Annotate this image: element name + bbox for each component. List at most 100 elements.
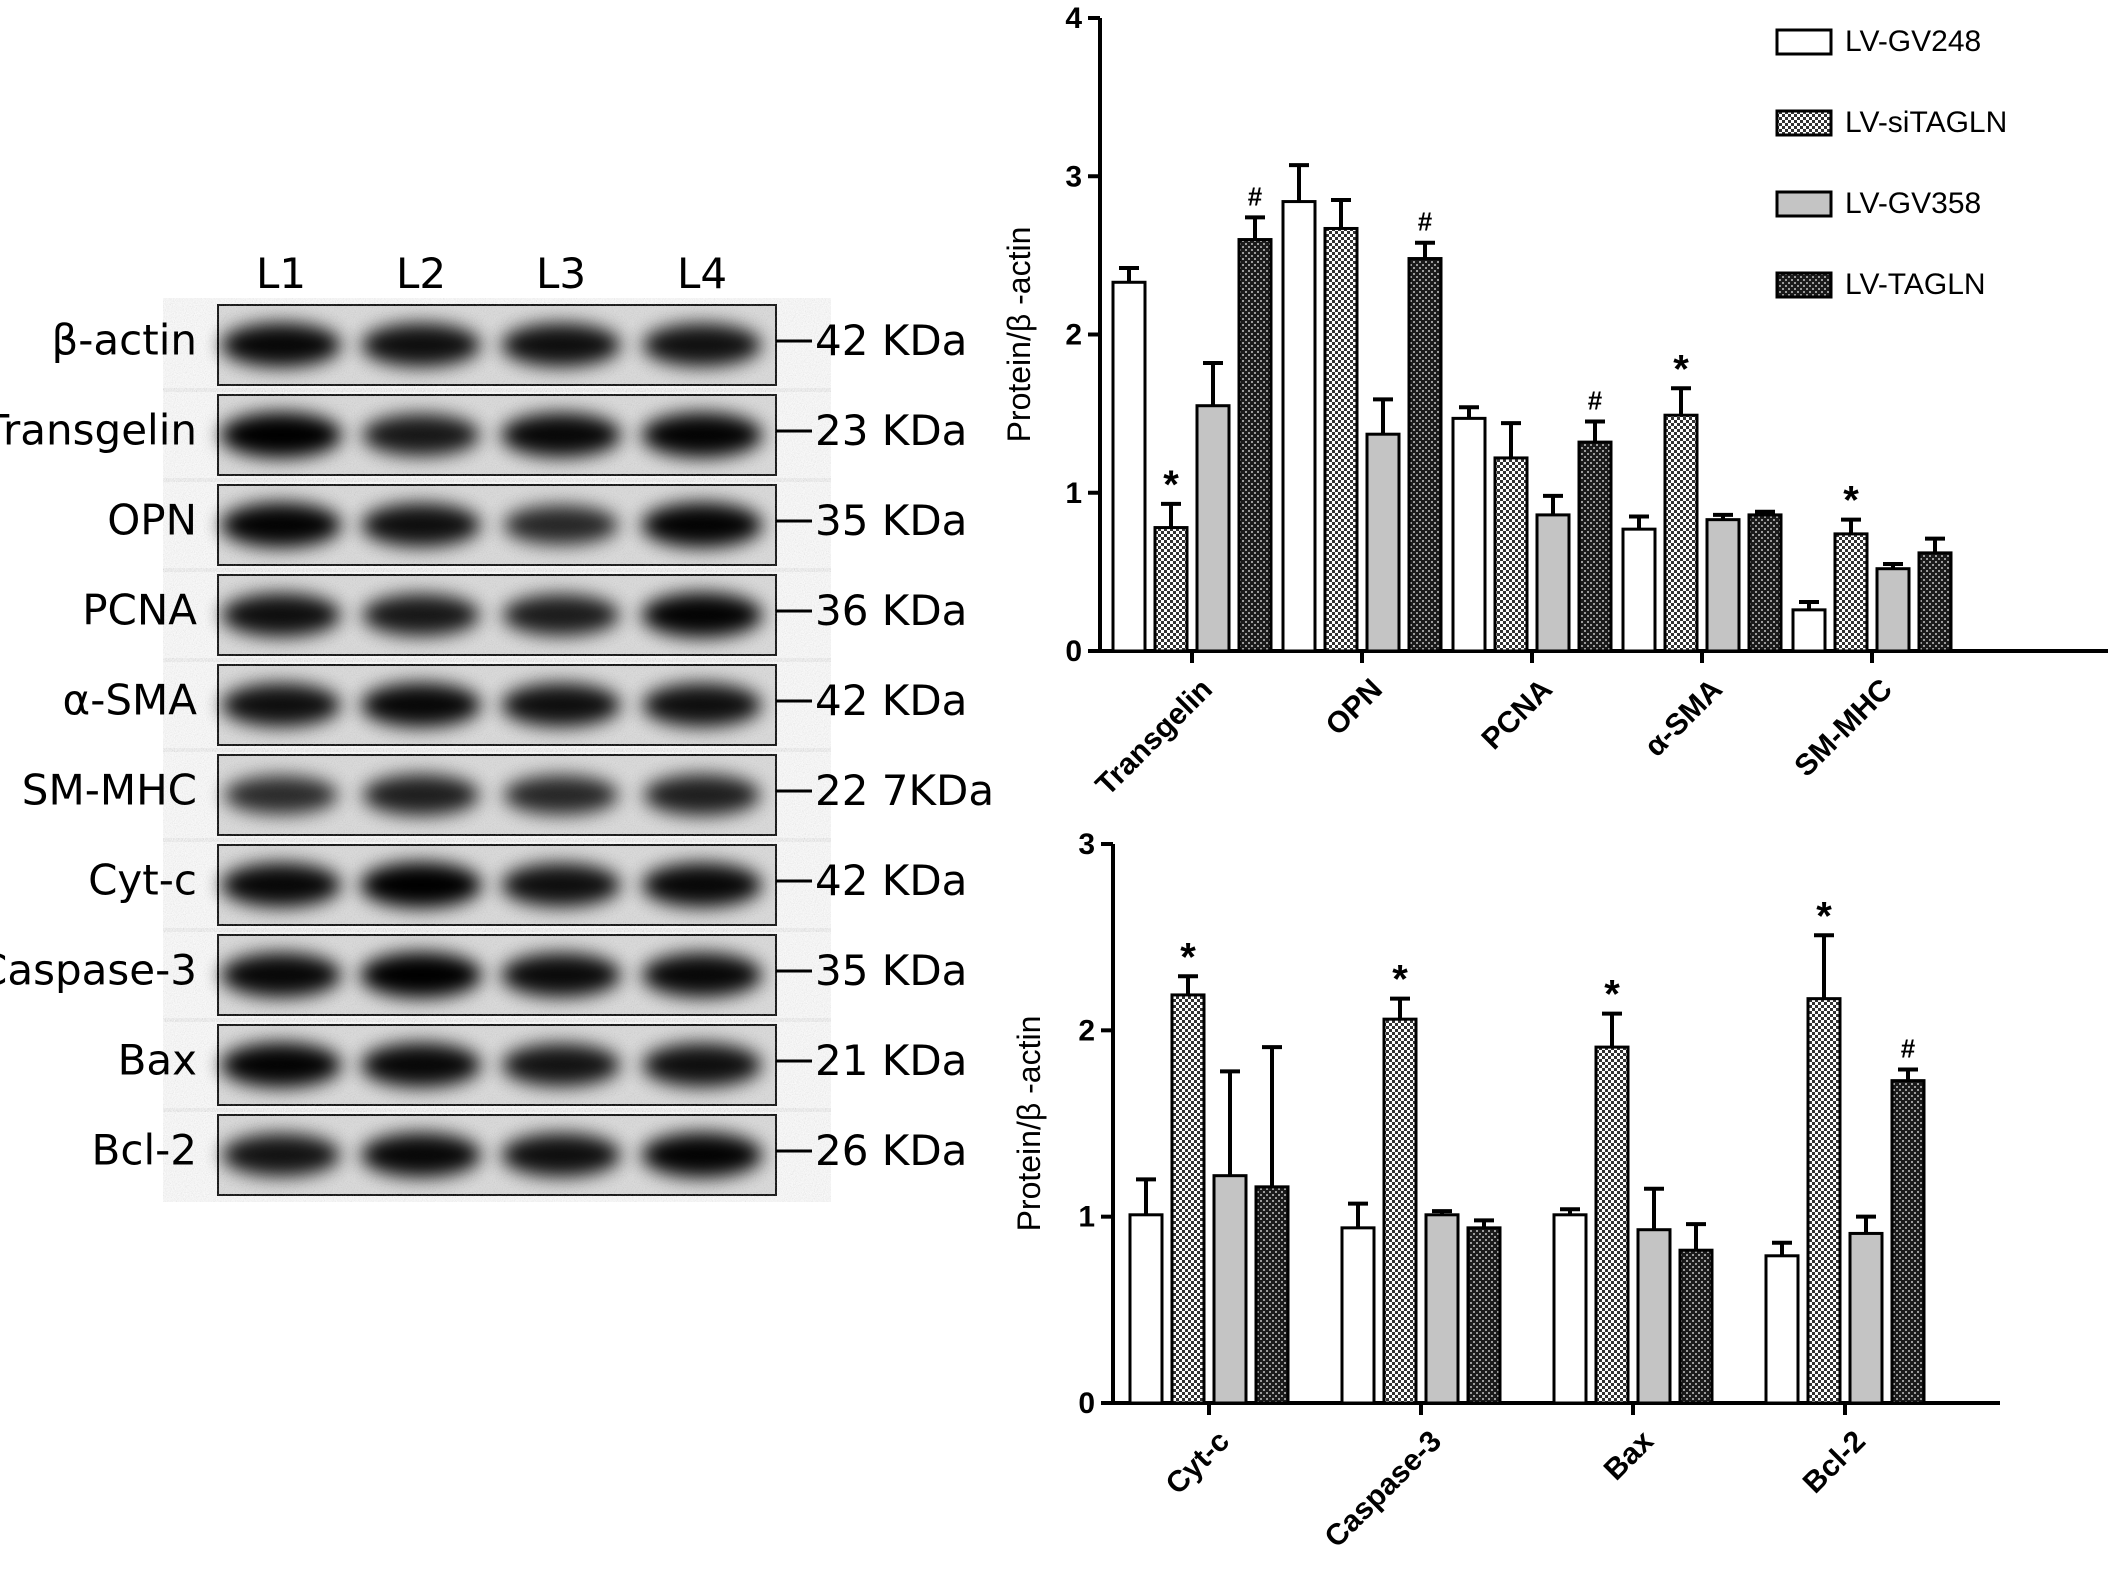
bar <box>1128 1213 1164 1405</box>
blot-band <box>642 323 762 367</box>
bar <box>1747 513 1783 653</box>
y-axis-label: Protein/β -actin <box>1001 227 1037 443</box>
bar <box>1340 1226 1376 1405</box>
blot-band <box>501 323 621 367</box>
blot-band <box>362 594 480 636</box>
blot-band <box>221 593 341 637</box>
bar <box>1407 257 1443 653</box>
blot-band <box>501 952 621 998</box>
blot-row-2: OPN 35 KDa <box>107 484 967 566</box>
legend-swatch <box>1775 109 1833 137</box>
x-tick-label: Bcl-2 <box>1797 1425 1872 1500</box>
size-label: 42 KDa <box>815 856 967 905</box>
x-tick-label: Caspase-3 <box>1318 1425 1447 1554</box>
size-label: 21 KDa <box>815 1036 967 1085</box>
legend-swatch <box>1775 28 1833 56</box>
y-tick-label: 0 <box>1078 1387 1095 1420</box>
bar <box>1875 567 1911 653</box>
blot-row-1: Transgelin 23 KDa <box>0 394 967 476</box>
blot-band <box>641 862 763 908</box>
bar <box>1254 1185 1290 1405</box>
size-label: 23 KDa <box>815 406 967 455</box>
blot-band <box>220 1042 342 1088</box>
protein-label: Caspase-3 <box>0 946 197 995</box>
bar <box>1170 993 1206 1405</box>
blot-row-6: Cyt-c 42 KDa <box>88 844 967 926</box>
protein-label: OPN <box>107 496 197 545</box>
blot-band <box>360 862 482 908</box>
significance-hash: # <box>1588 386 1603 416</box>
bar <box>1594 1045 1630 1405</box>
blot-band <box>501 683 621 727</box>
x-tick-label: SM-MHC <box>1788 673 1899 784</box>
legend-swatch <box>1775 190 1833 218</box>
bar <box>1678 1248 1714 1405</box>
blot-row-0: β-actin 42 KDa <box>51 304 967 386</box>
bar <box>1195 404 1231 653</box>
y-axis-label: Protein/β -actin <box>1011 1016 1047 1232</box>
blot-row-3: PCNA 36 KDa <box>82 574 967 656</box>
bar <box>1451 416 1487 653</box>
blot-band <box>362 774 480 816</box>
size-label: 36 KDa <box>815 586 967 635</box>
blot-band <box>220 412 342 458</box>
significance-hash: # <box>1901 1033 1916 1063</box>
significance-star: * <box>1604 973 1620 1017</box>
legend-label: LV-siTAGLN <box>1845 106 2007 139</box>
blot-band <box>641 952 763 998</box>
size-label: 35 KDa <box>815 946 967 995</box>
bar <box>1791 608 1827 653</box>
significance-star: * <box>1843 479 1859 523</box>
lane-label-2: L2 <box>396 249 446 298</box>
bar <box>1382 1017 1418 1405</box>
blot-band <box>502 594 620 636</box>
x-tick-label: Bax <box>1598 1424 1660 1486</box>
lane-label-1: L1 <box>256 249 306 298</box>
bar <box>1917 551 1953 653</box>
lane-label-3: L3 <box>536 249 586 298</box>
bar <box>1111 280 1147 653</box>
size-label: 35 KDa <box>815 496 967 545</box>
bar <box>1535 513 1571 653</box>
y-tick-label: 4 <box>1065 2 1082 35</box>
bar <box>1848 1231 1884 1405</box>
bar <box>1806 997 1842 1405</box>
y-tick-label: 1 <box>1065 477 1082 510</box>
x-tick-label: Transgelin <box>1090 673 1219 802</box>
blot-row-8: Bax 21 KDa <box>118 1024 967 1106</box>
bar <box>1764 1254 1800 1405</box>
chart-legend: LV-GV248 LV-siTAGLN LV-GV358 LV-TAGLN <box>1775 25 2007 301</box>
legend-label: LV-TAGLN <box>1845 268 1986 301</box>
significance-star: * <box>1180 935 1196 979</box>
legend-label: LV-GV358 <box>1845 187 1981 220</box>
blot-band <box>361 503 481 547</box>
blot-band <box>360 952 482 998</box>
blot-band <box>500 412 622 458</box>
blot-row-7: Caspase-3 35 KDa <box>0 934 967 1016</box>
significance-star: * <box>1392 958 1408 1002</box>
blot-band <box>220 322 342 368</box>
bar <box>1212 1174 1248 1405</box>
protein-label: Bcl-2 <box>92 1126 197 1175</box>
blot-row-5: SM-MHC 22 7KDa <box>22 754 994 836</box>
blot-band <box>360 1132 482 1178</box>
y-tick-label: 3 <box>1065 160 1082 193</box>
bar <box>1281 200 1317 653</box>
size-label: 26 KDa <box>815 1126 967 1175</box>
bar <box>1323 226 1359 653</box>
bar <box>1890 1079 1926 1405</box>
y-tick-label: 1 <box>1078 1201 1095 1234</box>
y-tick-label: 2 <box>1065 319 1082 352</box>
blot-band <box>641 1132 763 1178</box>
bar <box>1237 238 1273 653</box>
bar <box>1833 532 1869 653</box>
bar <box>1663 413 1699 653</box>
blot-band <box>501 1133 621 1177</box>
y-tick-label: 3 <box>1078 828 1095 861</box>
significance-hash: # <box>1248 181 1263 211</box>
blot-band <box>220 502 342 548</box>
bar <box>1424 1213 1460 1405</box>
protein-label: Bax <box>118 1036 197 1085</box>
legend-swatch <box>1775 271 1833 299</box>
bar <box>1466 1226 1502 1405</box>
